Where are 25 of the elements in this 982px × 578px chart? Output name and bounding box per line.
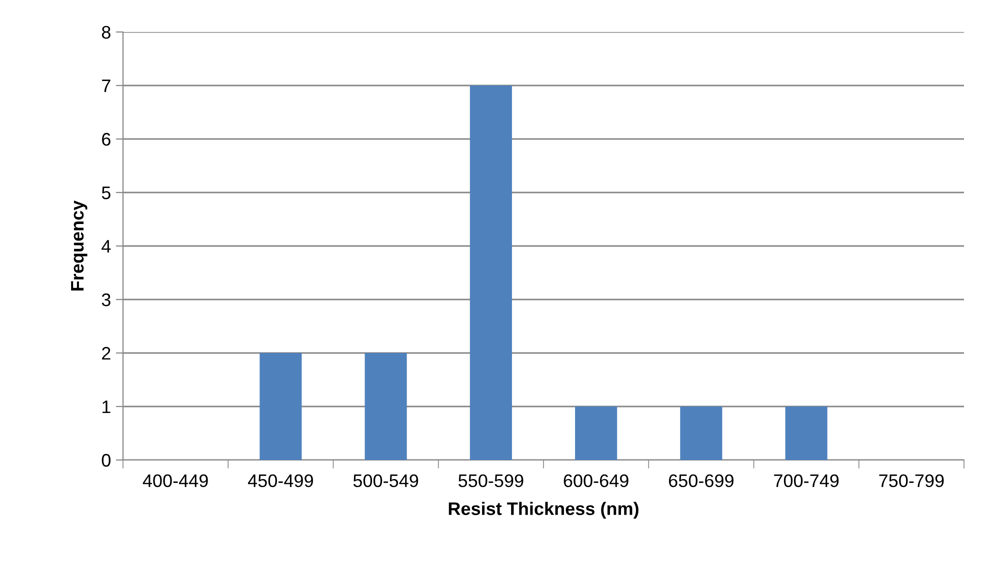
bar [260, 353, 302, 460]
bar [680, 406, 722, 460]
y-tick-label: 3 [102, 293, 110, 306]
x-axis-title: Resist Thickness (nm) [448, 502, 638, 519]
y-tick-label: 5 [102, 186, 110, 200]
x-tick-label: 500-549 [353, 474, 418, 488]
y-tick-label: 2 [102, 346, 110, 360]
y-tick-label: 8 [102, 26, 110, 39]
y-axis-title: Frequency [71, 200, 88, 290]
x-tick-label: 600-649 [564, 474, 628, 488]
y-tick-label: 0 [102, 454, 110, 467]
bar [470, 86, 512, 460]
y-tick-label: 6 [102, 132, 110, 146]
x-tick-label: 400-449 [142, 474, 208, 488]
x-tick-label: 750-799 [879, 474, 944, 488]
x-tick-label: 650-699 [668, 474, 734, 488]
x-tick-label: 700-749 [774, 474, 839, 488]
y-tick-label: 7 [102, 80, 110, 92]
bar [575, 406, 618, 460]
x-tick-label: 450-499 [248, 474, 313, 488]
bar [364, 353, 407, 460]
y-tick-label: 1 [102, 400, 110, 414]
x-tick-label: 550-599 [458, 474, 524, 488]
bar [785, 406, 828, 460]
y-tick-label: 4 [102, 240, 111, 253]
